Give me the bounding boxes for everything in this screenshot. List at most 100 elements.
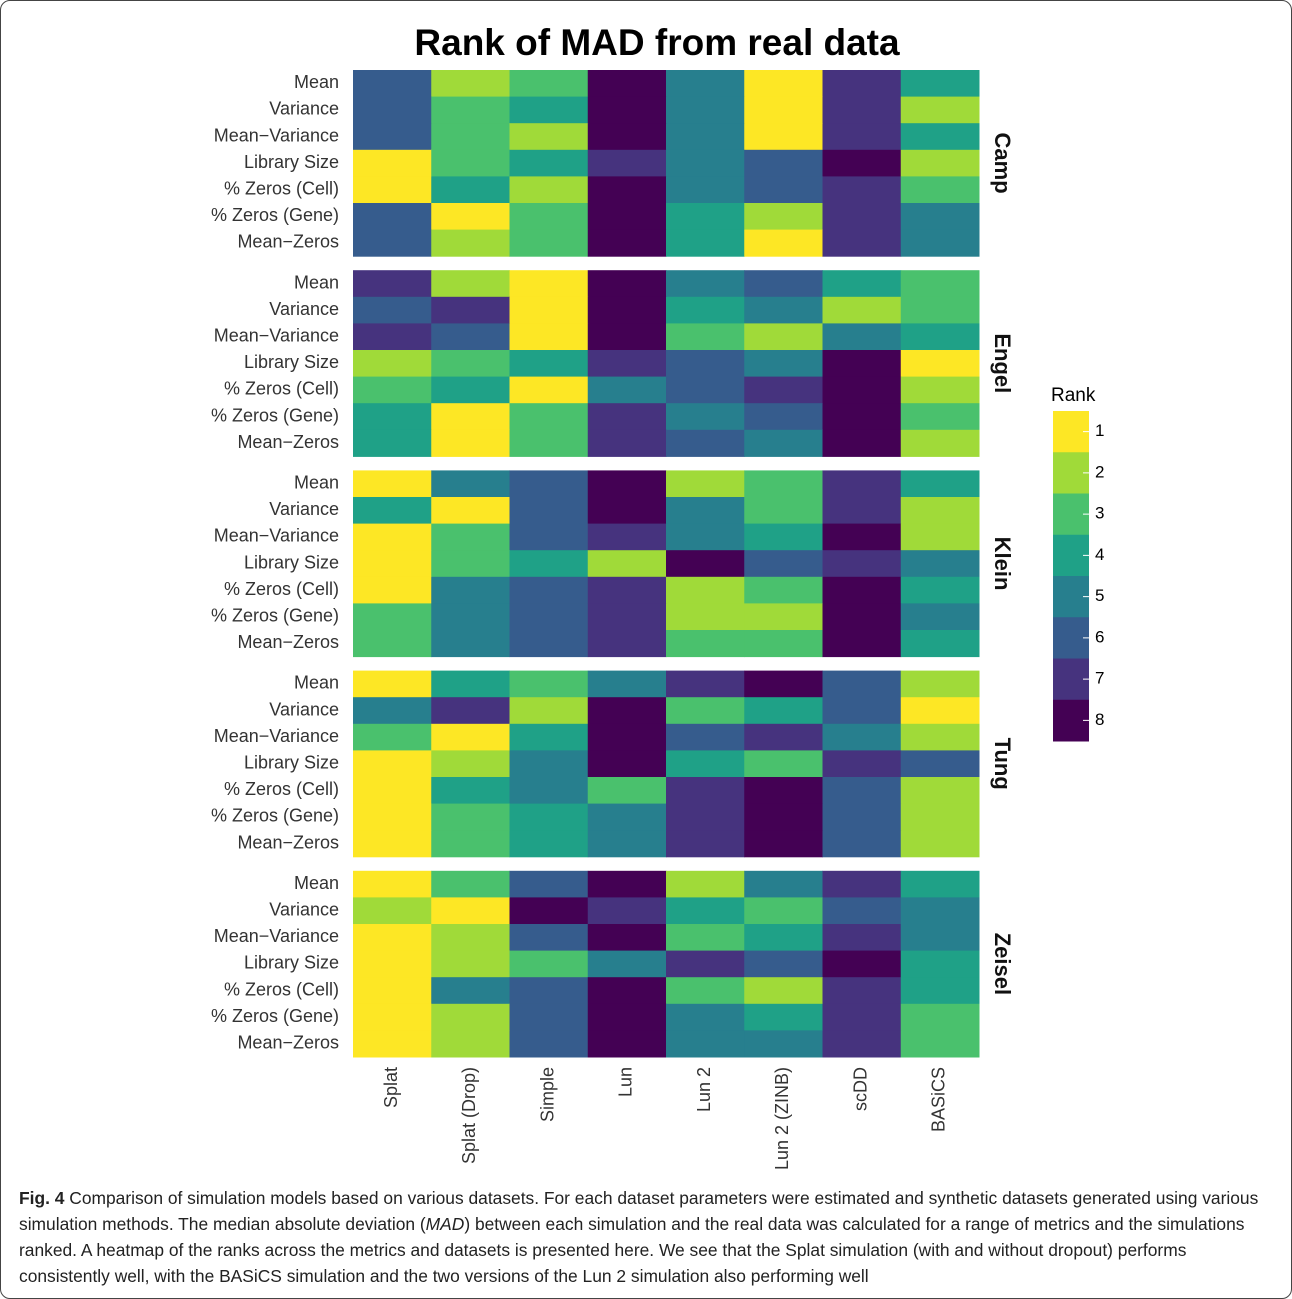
heatmap-cell xyxy=(353,149,432,177)
heatmap-cell xyxy=(353,270,432,298)
heatmap-cell xyxy=(353,403,432,431)
heatmap-cell xyxy=(822,470,902,498)
y-tick-label: Mean−Zeros xyxy=(237,432,339,452)
heatmap-cell xyxy=(744,403,823,431)
heatmap-cell xyxy=(744,777,823,805)
heatmap-cell xyxy=(353,803,432,831)
legend-label: 8 xyxy=(1095,710,1104,729)
heatmap-cell xyxy=(587,296,667,324)
heatmap-cell xyxy=(666,270,745,298)
heatmap-cell xyxy=(509,176,589,204)
legend-label: 5 xyxy=(1095,586,1104,605)
heatmap-cell xyxy=(587,1003,667,1031)
heatmap-cell xyxy=(666,176,745,204)
heatmap-cell xyxy=(822,603,902,631)
heatmap-cell xyxy=(822,803,902,831)
heatmap-cell xyxy=(666,296,745,324)
heatmap-cell xyxy=(509,830,589,858)
x-tick-label: Lun 2 (ZINB) xyxy=(772,1067,792,1170)
facet-label: Camp xyxy=(990,133,1015,194)
heatmap-cell xyxy=(822,229,902,257)
heatmap-cell xyxy=(900,376,980,404)
heatmap-cell xyxy=(509,96,589,124)
legend-title: Rank xyxy=(1051,385,1096,406)
y-tick-label: % Zeros (Cell) xyxy=(224,979,339,999)
heatmap-cell xyxy=(353,830,432,858)
heatmap-cell xyxy=(822,497,902,525)
heatmap-cell xyxy=(587,376,667,404)
heatmap-cell xyxy=(666,977,745,1005)
heatmap-cell xyxy=(666,149,745,177)
heatmap-cell xyxy=(744,1003,823,1031)
y-tick-label: % Zeros (Cell) xyxy=(224,579,339,599)
heatmap-cell xyxy=(431,523,510,551)
heatmap-cell xyxy=(353,670,432,698)
chart-title: Rank of MAD from real data xyxy=(414,22,900,63)
x-tick-label: BASiCS xyxy=(929,1067,949,1132)
heatmap-cell xyxy=(822,203,902,231)
heatmap-cell xyxy=(353,603,432,631)
heatmap-cell xyxy=(900,403,980,431)
heatmap-cell xyxy=(587,497,667,525)
heatmap-cell xyxy=(353,123,432,151)
heatmap-cell xyxy=(587,723,667,751)
heatmap-cell xyxy=(509,429,589,457)
heatmap-cell xyxy=(353,550,432,578)
heatmap-cell xyxy=(431,777,510,805)
heatmap-cell xyxy=(587,924,667,952)
heatmap-cell xyxy=(900,470,980,498)
heatmap-cell xyxy=(587,870,667,898)
heatmap-cell xyxy=(666,630,745,658)
heatmap-cell xyxy=(666,1030,745,1058)
heatmap-cell xyxy=(822,376,902,404)
heatmap-cell xyxy=(744,950,823,978)
y-tick-label: Library Size xyxy=(244,352,339,372)
heatmap-cell xyxy=(822,176,902,204)
heatmap-cell xyxy=(509,897,589,925)
heatmap-cell xyxy=(666,96,745,124)
legend-label: 3 xyxy=(1095,504,1104,523)
heatmap-cell xyxy=(353,296,432,324)
heatmap-cell xyxy=(431,323,510,351)
heatmap-cell xyxy=(587,403,667,431)
x-tick-label: scDD xyxy=(850,1067,870,1111)
heatmap-cell xyxy=(666,123,745,151)
heatmap-cell xyxy=(587,229,667,257)
heatmap-cell xyxy=(744,803,823,831)
heatmap-cell xyxy=(822,96,902,124)
heatmap-cell xyxy=(587,70,667,98)
heatmap-cell xyxy=(900,203,980,231)
heatmap-cell xyxy=(587,950,667,978)
heatmap-cell xyxy=(744,924,823,952)
heatmap-cell xyxy=(900,897,980,925)
x-tick-label: Lun 2 xyxy=(694,1067,714,1112)
heatmap-cell xyxy=(431,270,510,298)
x-tick-label: Splat (Drop) xyxy=(459,1067,479,1164)
y-tick-label: % Zeros (Gene) xyxy=(211,605,339,625)
y-tick-label: Mean−Variance xyxy=(214,926,339,946)
heatmap-cell xyxy=(744,550,823,578)
heatmap-cell xyxy=(900,924,980,952)
heatmap-cell xyxy=(587,550,667,578)
heatmap-cell xyxy=(587,603,667,631)
caption: Fig. 4 Comparison of simulation models b… xyxy=(19,1185,1274,1289)
heatmap-cell xyxy=(744,323,823,351)
heatmap-cell xyxy=(353,697,432,725)
legend-label: 7 xyxy=(1095,669,1104,688)
heatmap-cell xyxy=(431,229,510,257)
heatmap-cell xyxy=(587,176,667,204)
y-tick-label: Mean−Zeros xyxy=(237,632,339,652)
heatmap-cell xyxy=(353,630,432,658)
heatmap-cell xyxy=(666,523,745,551)
heatmap-cell xyxy=(431,350,510,378)
heatmap-cell xyxy=(587,750,667,778)
heatmap-cell xyxy=(431,203,510,231)
heatmap-cell xyxy=(353,323,432,351)
heatmap-cell xyxy=(744,176,823,204)
heatmap-cell xyxy=(509,229,589,257)
heatmap-cell xyxy=(822,670,902,698)
heatmap-cell xyxy=(822,630,902,658)
heatmap-cell xyxy=(900,697,980,725)
heatmap-cell xyxy=(666,870,745,898)
